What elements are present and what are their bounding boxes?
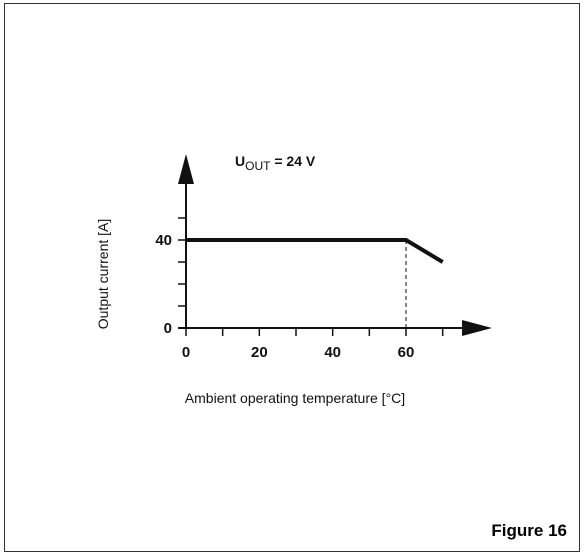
chart-plot: 0 20 40 60 0 40 UOUT = 24 V Ambient operating… — [95, 153, 492, 406]
axis-ticks — [178, 217, 444, 336]
x-tick-label: 0 — [182, 344, 190, 361]
y-tick-label: 40 — [155, 232, 172, 249]
x-tick-label: 40 — [324, 344, 341, 361]
output-current-series-line — [186, 238, 444, 264]
figure-frame: 0 20 40 60 0 40 UOUT = 24 V Ambient operating… — [4, 3, 580, 552]
figure-caption: Figure 16 — [491, 521, 567, 540]
y-tick-label: 0 — [164, 320, 172, 337]
x-tick-label: 20 — [251, 344, 268, 361]
y-axis-arrow — [178, 154, 194, 184]
chart-title: UOUT = 24 V — [235, 153, 316, 173]
y-axis-title: Output current [A] — [95, 219, 111, 330]
x-axis-arrow — [462, 320, 492, 336]
x-tick-label: 60 — [398, 344, 415, 361]
x-axis-title: Ambient operating temperature [°C] — [185, 390, 405, 406]
tick-labels: 0 20 40 60 0 40 — [155, 232, 414, 361]
